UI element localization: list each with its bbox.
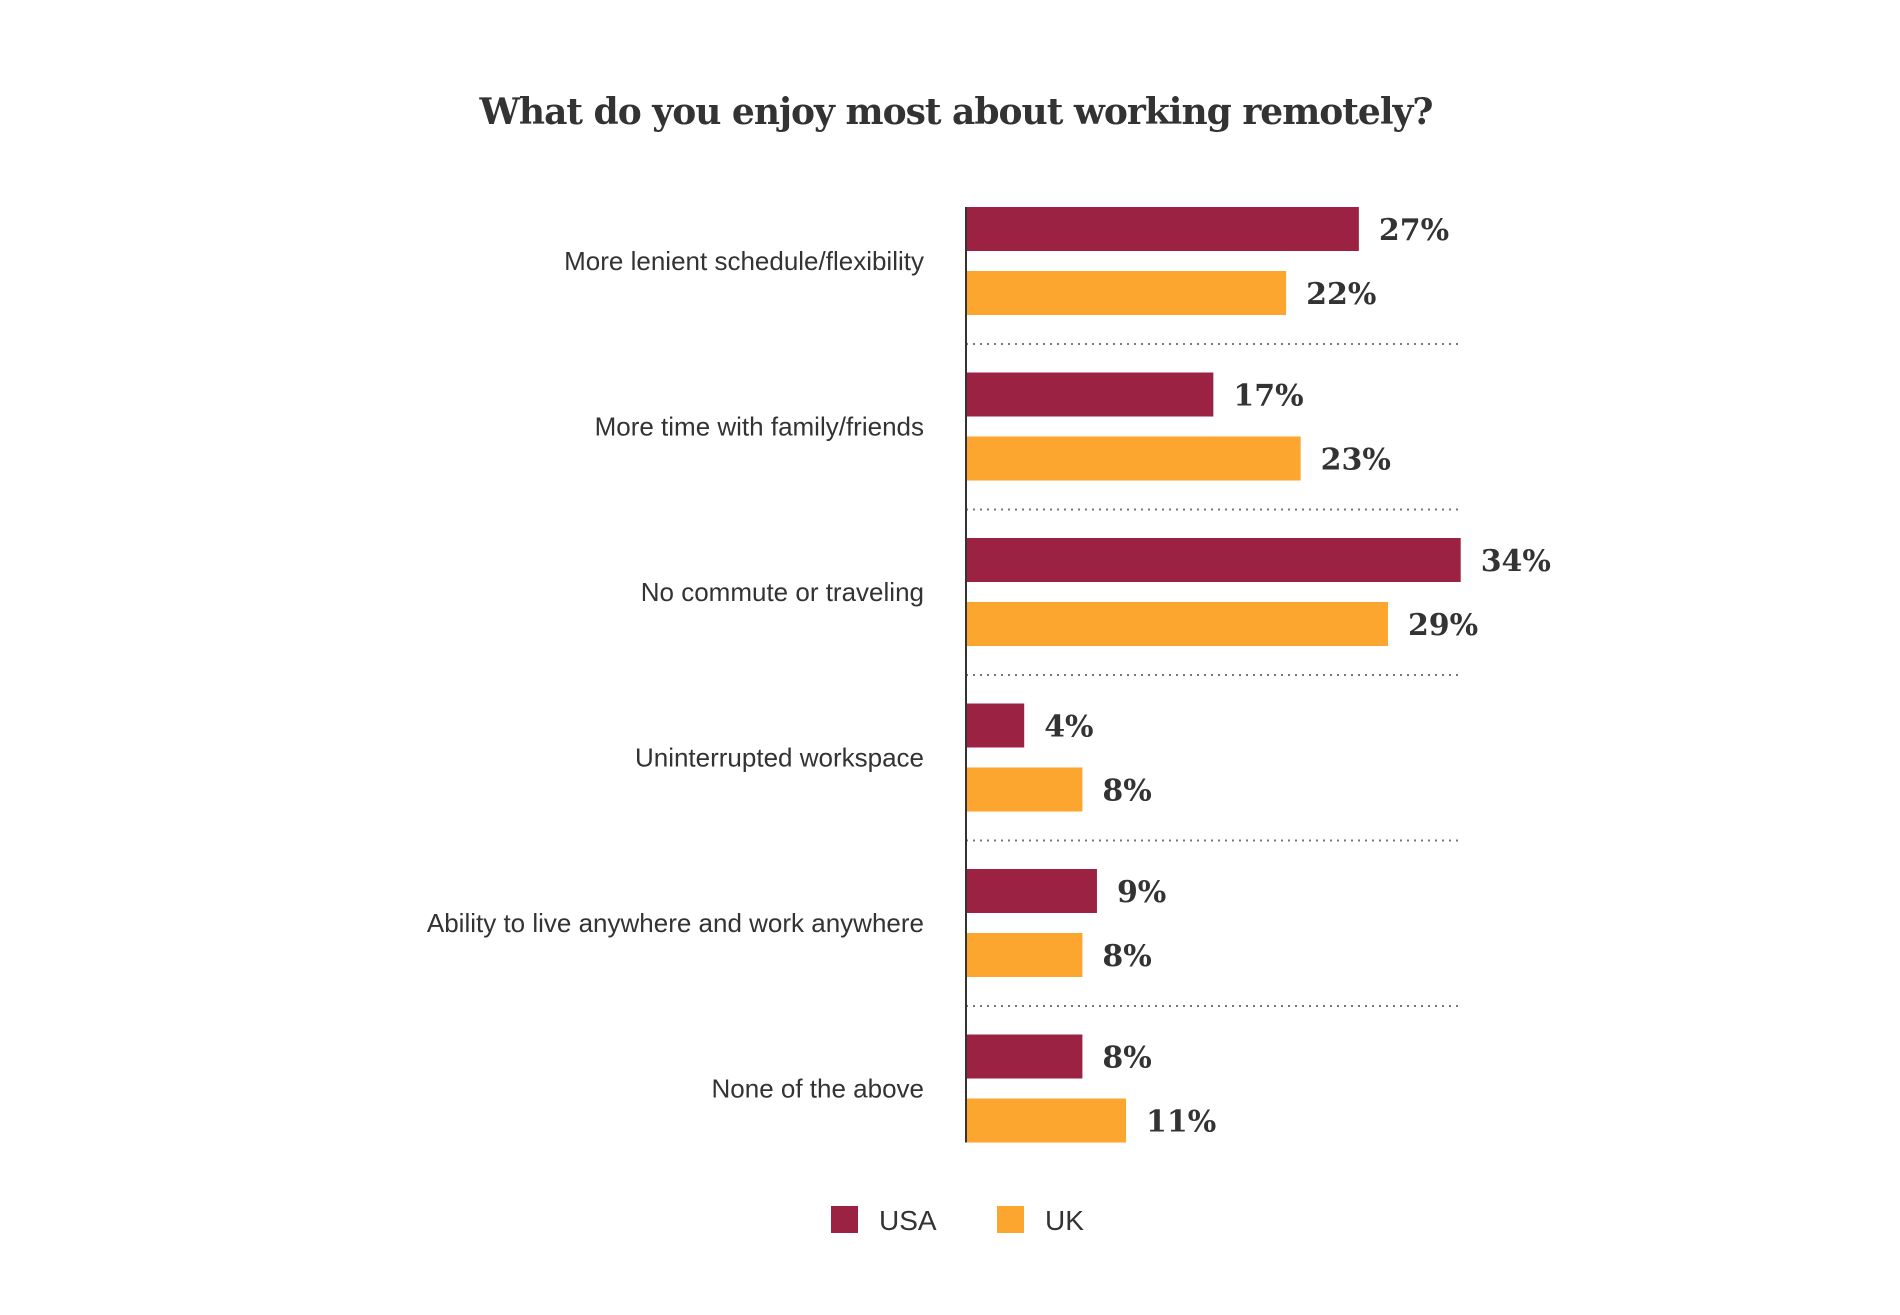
bar-usa <box>966 538 1461 582</box>
legend-swatch-usa <box>831 1206 858 1233</box>
value-label: 11% <box>1146 1105 1216 1140</box>
category-labels: More lenient schedule/flexibility More ti… <box>427 246 924 1104</box>
bar-uk <box>966 602 1388 646</box>
value-label: 23% <box>1321 443 1391 478</box>
value-label: 8% <box>1102 939 1151 974</box>
bar-uk <box>966 767 1083 812</box>
value-label: 9% <box>1117 875 1166 910</box>
bar-usa <box>966 703 1025 748</box>
bar-uk <box>966 271 1287 315</box>
legend-swatch-uk <box>997 1206 1024 1233</box>
value-label: 34% <box>1481 544 1551 579</box>
legend: USA UK <box>831 1205 1084 1236</box>
bars <box>966 207 1461 1143</box>
legend-label-usa: USA <box>879 1205 937 1236</box>
value-label: 4% <box>1044 710 1093 745</box>
bar-uk <box>966 933 1083 977</box>
category-label: More lenient schedule/flexibility <box>564 246 924 276</box>
value-labels: 27%22% 17% 23% 34%29% 4% 8% 9% 8% 8% 11% <box>1044 213 1551 1140</box>
value-label: 22% <box>1306 277 1376 312</box>
value-label: 8% <box>1102 774 1151 809</box>
value-label: 29% <box>1408 608 1478 643</box>
value-label: 8% <box>1102 1041 1151 1076</box>
category-label: More time with family/friends <box>595 412 924 442</box>
category-label: Ability to live anywhere and work anywhe… <box>427 908 924 938</box>
category-label: None of the above <box>712 1074 925 1104</box>
bar-uk <box>966 436 1301 481</box>
category-label: No commute or traveling <box>641 577 924 607</box>
bar-usa <box>966 869 1097 913</box>
bar-usa <box>966 1034 1083 1079</box>
bar-usa <box>966 207 1359 251</box>
chart-title: What do you enjoy most about working rem… <box>478 91 1432 133</box>
bar-usa <box>966 372 1214 417</box>
category-label: Uninterrupted workspace <box>635 743 924 773</box>
value-label: 17% <box>1233 379 1303 414</box>
value-label: 27% <box>1379 213 1449 248</box>
bar-uk <box>966 1098 1127 1143</box>
legend-label-uk: UK <box>1045 1205 1084 1236</box>
